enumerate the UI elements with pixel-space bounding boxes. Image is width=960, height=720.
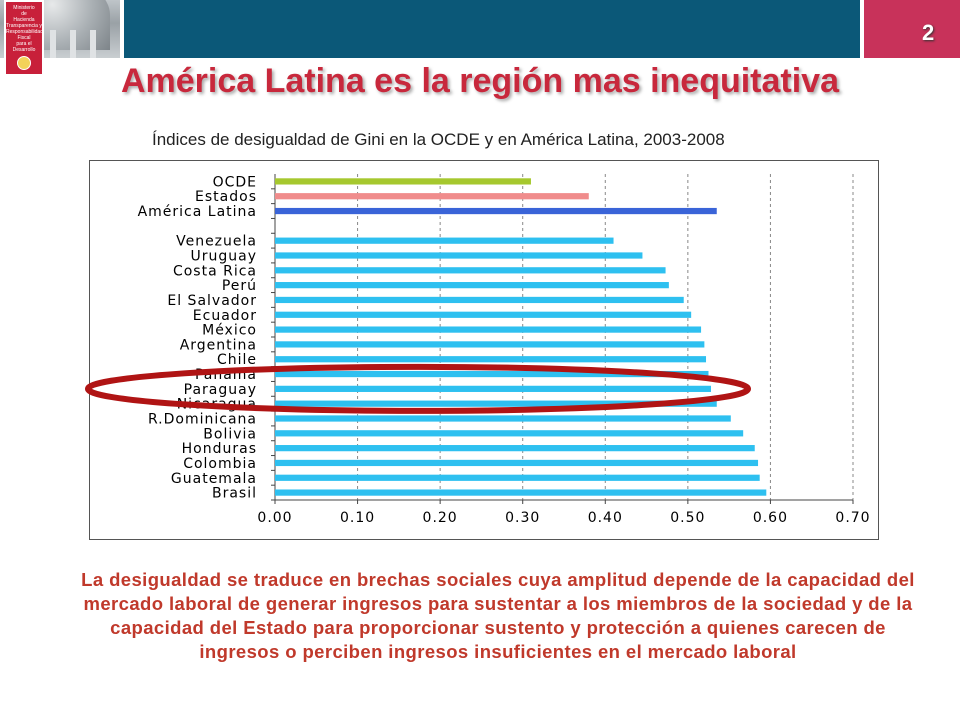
logo-line: Fiscal: [17, 35, 31, 41]
logo-line: Desarrollo: [12, 47, 36, 53]
seal-icon: [17, 56, 31, 70]
bar: [275, 415, 731, 422]
bar: [275, 385, 711, 392]
column-decoration: [90, 30, 96, 58]
category-label: Venezuela: [176, 234, 257, 250]
body-paragraph: La desigualdad se traduce en brechas soc…: [81, 569, 915, 662]
category-label: Chile: [217, 352, 257, 368]
bar: [275, 311, 692, 318]
category-label: OCDE: [213, 174, 257, 190]
x-tick-label: 0.60: [753, 510, 788, 526]
slide-title: América Latina es la región mas inequita…: [120, 62, 840, 100]
bar: [275, 326, 702, 333]
category-label: Costa Rica: [173, 263, 257, 279]
highlight-ellipse: [85, 363, 751, 414]
bar: [275, 178, 531, 185]
x-tick-label: 0.20: [423, 510, 458, 526]
bar: [275, 341, 705, 348]
category-label: América Latina: [138, 204, 257, 220]
column-decoration: [70, 30, 76, 58]
bar: [275, 252, 643, 259]
bar: [275, 489, 767, 496]
x-tick-label: 0.00: [257, 510, 292, 526]
category-label: Colombia: [183, 456, 257, 472]
logo-line: Hacienda: [13, 17, 35, 23]
category-label: Ecuador: [193, 308, 257, 324]
logo-line: Transparencia y: [6, 23, 42, 29]
bar: [275, 356, 707, 363]
category-label: Honduras: [182, 441, 257, 457]
bar: [275, 207, 717, 215]
page-number-badge: [864, 0, 960, 58]
bar: [275, 193, 589, 200]
bar: [275, 430, 744, 437]
logo-line: de: [21, 11, 27, 17]
logo-line: Responsabilidad: [6, 29, 43, 35]
x-tick-label: 0.70: [835, 510, 870, 526]
category-label: México: [202, 323, 257, 339]
header-bar: [124, 0, 860, 58]
category-label: R.Dominicana: [148, 412, 257, 428]
category-label: Brasil: [212, 486, 257, 502]
chart-title: Índices de desigualdad de Gini en la OCD…: [152, 130, 725, 149]
category-label: Uruguay: [191, 249, 258, 265]
x-tick-label: 0.40: [588, 510, 623, 526]
category-label: Estados: [195, 189, 257, 205]
bar: [275, 282, 669, 289]
logo-line: Ministerio: [13, 5, 35, 11]
category-label: Perú: [222, 278, 257, 294]
x-tick-label: 0.10: [340, 510, 375, 526]
bar: [275, 370, 709, 378]
category-label: Guatemala: [171, 471, 257, 487]
bar: [275, 459, 759, 467]
bar: [275, 400, 717, 407]
x-tick-label: 0.50: [670, 510, 705, 526]
ministry-logo: Ministerio de Hacienda Transparencia y R…: [4, 0, 44, 76]
bar: [275, 237, 614, 244]
bar: [275, 296, 684, 304]
category-label: Paraguay: [184, 382, 257, 398]
x-tick-label: 0.30: [505, 510, 540, 526]
page-number: 2: [922, 20, 935, 45]
category-label: El Salvador: [167, 293, 257, 309]
bar: [275, 445, 755, 452]
bar: [275, 474, 760, 481]
bar: [275, 267, 666, 274]
category-label: Bolivia: [203, 426, 257, 442]
logo-line: para el: [16, 41, 32, 47]
category-label: Argentina: [180, 337, 257, 353]
column-decoration: [50, 30, 56, 58]
